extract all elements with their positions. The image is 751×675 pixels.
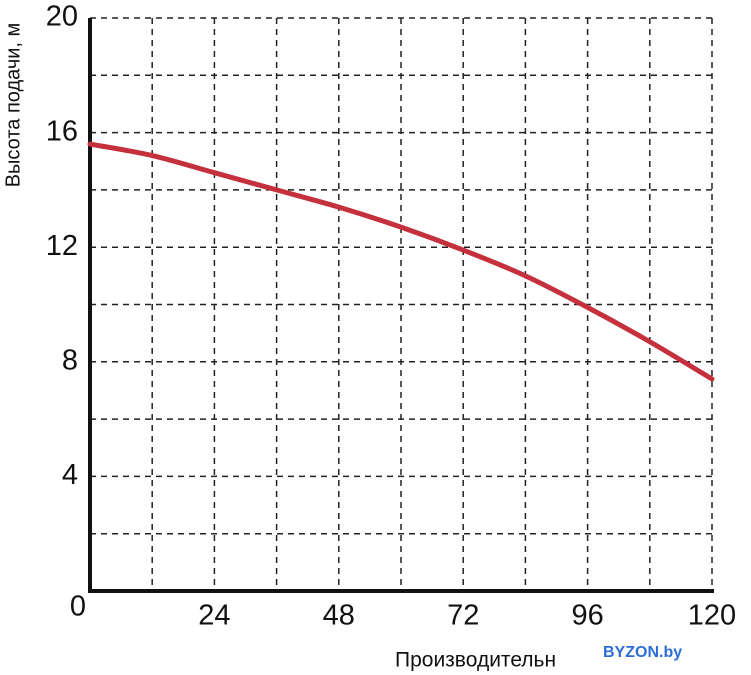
x-tick-label: 120	[688, 600, 736, 632]
y-tick-label: 16	[46, 115, 78, 147]
y-tick-label: 4	[62, 459, 78, 491]
y-tick-label: 12	[46, 230, 78, 262]
x-tick-label: 0	[70, 591, 86, 623]
curve	[87, 141, 715, 382]
x-tick-label: 96	[571, 600, 603, 632]
watermark: BYZON.by	[603, 644, 682, 661]
y-axis-label: Высота подачи, м	[2, 23, 24, 188]
x-tick-label: 24	[198, 600, 230, 632]
x-axis-label: Производительн	[395, 649, 556, 672]
y-tick-label: 8	[62, 344, 78, 376]
y-tick-label: 20	[46, 1, 78, 33]
x-tick-label: 72	[447, 600, 479, 632]
x-tick-label: 48	[323, 600, 355, 632]
